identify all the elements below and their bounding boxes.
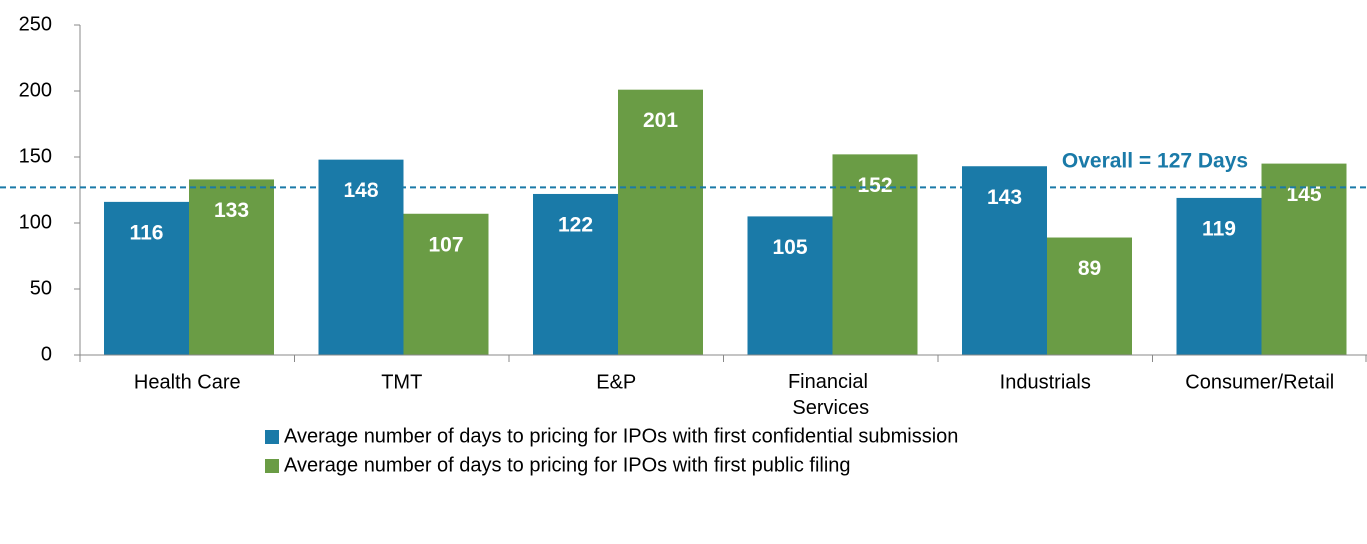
bar	[1176, 197, 1262, 355]
legend-label: Average number of days to pricing for IP…	[284, 454, 851, 476]
data-label: 201	[643, 109, 678, 132]
data-label: 143	[987, 186, 1022, 209]
y-tick-label: 50	[30, 277, 52, 299]
bar	[104, 201, 189, 355]
reference-label: Overall = 127 Days	[1062, 150, 1248, 173]
x-tick-label: Consumer/Retail	[1185, 371, 1334, 393]
bar	[189, 179, 274, 355]
y-tick-label: 100	[19, 211, 52, 233]
data-label: 145	[1286, 183, 1321, 206]
y-tick-label: 150	[19, 145, 52, 167]
legend-swatch	[265, 430, 279, 444]
x-tick-label: Health Care	[134, 371, 241, 393]
x-tick-label: TMT	[381, 371, 422, 393]
bar	[318, 159, 404, 355]
x-tick-label: Financial Services	[788, 371, 874, 419]
bar	[533, 193, 618, 355]
y-tick-label: 250	[19, 13, 52, 35]
legend-label: Average number of days to pricing for IP…	[284, 425, 958, 447]
data-label: 122	[558, 214, 593, 237]
bar	[1047, 237, 1132, 355]
x-tick-label: E&P	[596, 371, 636, 393]
y-tick-label: 200	[19, 79, 52, 101]
data-label: 148	[343, 179, 378, 202]
data-label: 89	[1078, 257, 1101, 280]
data-label: 152	[857, 174, 892, 197]
bar	[618, 89, 703, 356]
legend-swatch	[265, 459, 279, 473]
data-label: 116	[130, 221, 164, 244]
x-tick-label: Industrials	[1000, 371, 1091, 393]
bar	[962, 166, 1047, 355]
data-label: 133	[214, 199, 249, 222]
data-label: 119	[1202, 217, 1236, 240]
bar	[1261, 163, 1347, 355]
data-label: 105	[772, 236, 807, 259]
bar	[747, 216, 833, 355]
y-tick-label: 0	[41, 343, 52, 365]
bar	[403, 213, 489, 355]
data-label: 107	[428, 233, 463, 256]
